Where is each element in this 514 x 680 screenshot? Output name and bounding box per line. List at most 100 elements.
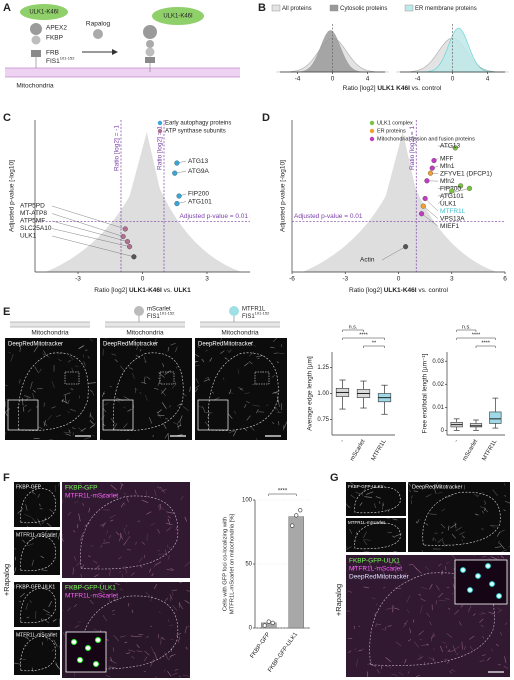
texture <box>387 509 390 513</box>
protein-point <box>422 195 428 202</box>
texture <box>110 657 113 662</box>
replicate-point <box>294 513 299 518</box>
y-axis-label: Cells with GFP foci co-localizing with <box>223 517 229 611</box>
texture <box>114 359 119 363</box>
x-tick-label: FKBP-GFP <box>250 632 272 660</box>
frb-shape <box>31 50 41 57</box>
texture <box>144 394 148 401</box>
texture <box>151 573 154 577</box>
texture <box>283 421 288 429</box>
membrane <box>5 68 240 77</box>
texture <box>404 622 407 625</box>
texture <box>136 346 139 351</box>
texture <box>51 648 54 652</box>
texture <box>160 487 166 494</box>
texture <box>256 355 264 358</box>
protein-point <box>174 160 180 166</box>
significance-label: **** <box>472 332 481 338</box>
texture <box>385 626 387 630</box>
significance-bracket <box>456 337 496 340</box>
texture <box>394 569 397 573</box>
construct-label: FIS1101-152 <box>46 56 75 65</box>
texture <box>490 525 496 528</box>
texture <box>374 503 376 508</box>
texture <box>435 600 437 605</box>
protein-point <box>127 244 133 250</box>
texture <box>177 403 181 407</box>
texture <box>51 406 56 409</box>
texture <box>131 656 135 659</box>
protein-point <box>449 188 455 194</box>
texture <box>498 529 505 534</box>
label-part: vs. control <box>417 287 449 294</box>
legend-label: Cytosolic proteins <box>340 6 387 12</box>
significance-bracket <box>456 329 477 332</box>
texture <box>170 343 176 346</box>
texture <box>146 511 152 515</box>
image-label: FKBP-GFP-ULK1 <box>348 484 384 489</box>
image-label: FKBP-GFP <box>16 484 42 490</box>
construct-label: FIS1101-152 <box>242 311 270 320</box>
cell-outline <box>20 636 56 672</box>
texture <box>4 408 11 413</box>
texture <box>441 539 446 547</box>
texture <box>135 354 141 359</box>
texture <box>420 605 423 613</box>
y-axis-label: Adjusted p-value [-log10] <box>280 160 287 232</box>
texture <box>451 554 456 560</box>
texture <box>119 532 123 540</box>
y-tick-label: 0 <box>249 626 253 632</box>
x-tick-label: 3 <box>450 276 454 283</box>
texture <box>63 431 71 434</box>
texture <box>114 582 120 586</box>
texture <box>70 388 74 390</box>
panel-letter: B <box>258 2 266 14</box>
texture <box>425 523 429 526</box>
label: FKBP <box>46 35 63 42</box>
texture <box>184 516 187 522</box>
legend-label: ER proteins <box>377 128 406 134</box>
texture <box>490 525 499 527</box>
texture <box>123 541 127 546</box>
texture <box>78 344 85 349</box>
texture <box>160 637 162 645</box>
texture <box>132 373 135 379</box>
gfp-focus <box>85 645 91 651</box>
texture <box>33 485 39 490</box>
texture <box>23 635 30 640</box>
texture <box>354 647 357 651</box>
texture <box>345 546 348 549</box>
texture <box>447 649 451 653</box>
texture <box>141 381 147 384</box>
texture <box>363 586 370 589</box>
texture <box>98 581 104 587</box>
texture <box>176 420 180 426</box>
texture <box>184 561 191 567</box>
texture <box>80 427 86 432</box>
texture <box>101 493 106 499</box>
texture <box>479 660 485 662</box>
legend-swatch <box>329 4 339 12</box>
texture <box>357 648 365 652</box>
texture <box>437 563 442 567</box>
texture <box>100 523 105 527</box>
texture <box>407 639 412 642</box>
texture <box>150 625 153 628</box>
texture <box>165 522 173 526</box>
texture <box>19 592 25 598</box>
texture <box>237 369 240 375</box>
texture <box>83 361 86 366</box>
texture <box>184 599 190 604</box>
texture <box>246 415 251 421</box>
significance-label: **** <box>481 340 490 346</box>
texture <box>104 402 109 406</box>
legend-swatch <box>404 4 414 12</box>
texture <box>228 413 233 419</box>
texture <box>145 490 148 498</box>
texture <box>105 675 111 678</box>
label: Mitochondria <box>221 330 259 337</box>
image-label: DeepRedMitotracker <box>412 484 463 490</box>
texture <box>355 491 362 495</box>
texture <box>67 607 71 612</box>
texture <box>43 609 50 614</box>
